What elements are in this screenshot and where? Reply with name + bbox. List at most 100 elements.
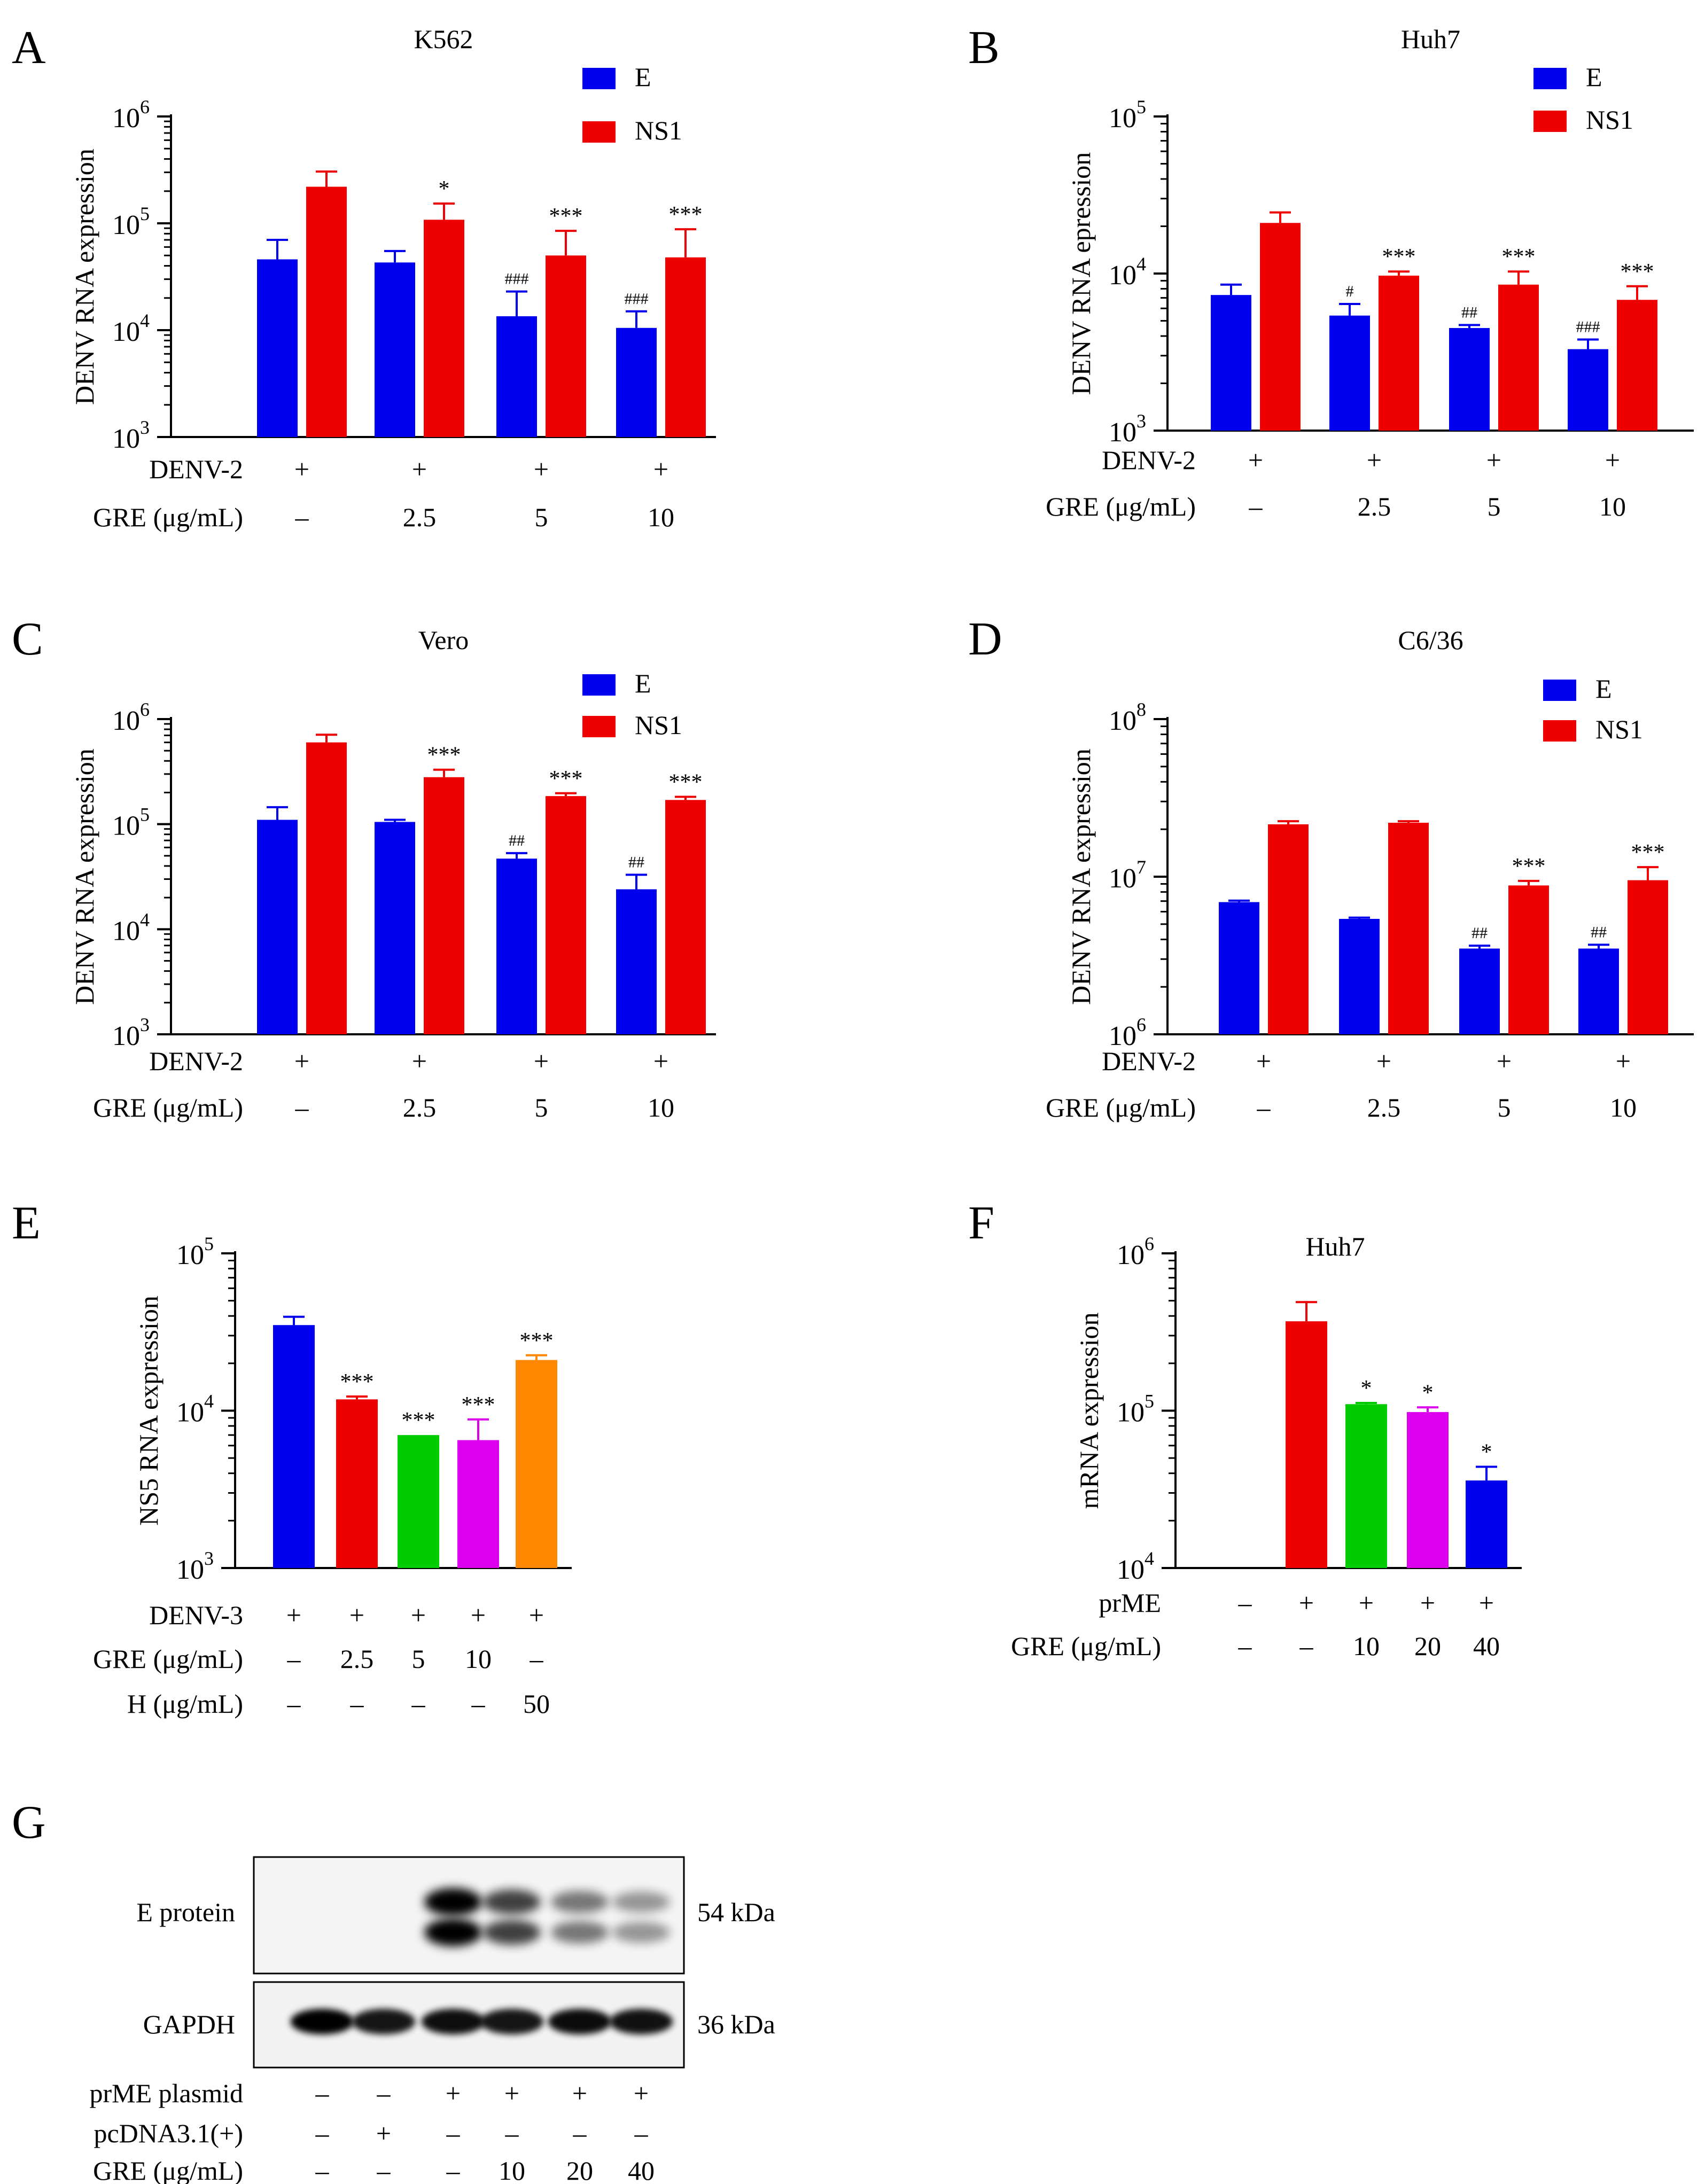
condition-value: 2.5 bbox=[1358, 492, 1391, 521]
condition-value: 2.5 bbox=[403, 502, 437, 532]
condition-value: 2.5 bbox=[340, 1644, 374, 1674]
panel-letter-a: A bbox=[12, 22, 46, 74]
legend-label: NS1 bbox=[1586, 105, 1633, 135]
blot-condition-value: + bbox=[572, 2078, 587, 2108]
blot-condition-value: – bbox=[315, 2078, 330, 2108]
condition-value: 10 bbox=[465, 1644, 492, 1674]
condition-value: + bbox=[286, 1600, 301, 1630]
condition-value: + bbox=[534, 1046, 549, 1076]
condition-value: – bbox=[287, 1644, 301, 1674]
legend-swatch-ns1 bbox=[1533, 111, 1567, 132]
significance-label: *** bbox=[1382, 245, 1416, 269]
bar bbox=[1286, 1321, 1327, 1568]
significance-label: *** bbox=[1631, 840, 1665, 865]
condition-value: 2.5 bbox=[1367, 1093, 1401, 1122]
condition-value: + bbox=[1248, 445, 1263, 475]
blot-condition-label: prME plasmid bbox=[90, 2078, 243, 2108]
blot-condition-value: – bbox=[446, 2118, 461, 2148]
blot-box-e-protein bbox=[253, 1856, 685, 1975]
condition-value: + bbox=[1299, 1588, 1314, 1618]
legend-swatch-ns1 bbox=[582, 121, 616, 143]
bar-e bbox=[375, 822, 415, 1034]
blot-condition-label: pcDNA3.1(+) bbox=[94, 2118, 243, 2148]
condition-value: + bbox=[529, 1600, 544, 1630]
condition-value: + bbox=[1605, 445, 1620, 475]
bar bbox=[1345, 1404, 1387, 1568]
band-e-protein bbox=[424, 1888, 482, 1916]
y-tick-label: 105 bbox=[112, 203, 150, 240]
bar bbox=[336, 1399, 378, 1568]
blot-label-e-protein: E protein bbox=[136, 1897, 235, 1927]
blot-size-e-protein: 54 kDa bbox=[697, 1897, 775, 1927]
significance-label: *** bbox=[549, 204, 583, 229]
band-e-protein bbox=[551, 1921, 609, 1944]
band-gapdh bbox=[290, 2009, 354, 2034]
significance-label: *** bbox=[402, 1408, 435, 1433]
bar-e bbox=[496, 316, 537, 437]
band-gapdh bbox=[548, 2009, 612, 2034]
band-e-protein bbox=[424, 1918, 482, 1946]
bar bbox=[398, 1435, 439, 1568]
blot-condition-label: GRE (μg/mL) bbox=[93, 2156, 243, 2184]
blot-condition-value: + bbox=[376, 2118, 391, 2148]
band-gapdh bbox=[480, 2009, 544, 2034]
condition-value: 40 bbox=[1473, 1631, 1500, 1661]
blot-condition-value: 20 bbox=[566, 2156, 593, 2184]
condition-value: + bbox=[412, 454, 427, 484]
bar-ns1 bbox=[665, 257, 706, 437]
bar-ns1 bbox=[306, 742, 347, 1034]
y-tick-label: 103 bbox=[1109, 410, 1146, 448]
blot-condition-value: – bbox=[634, 2118, 649, 2148]
y-axis-label: NS5 RNA expression bbox=[134, 1296, 164, 1526]
condition-value: + bbox=[1367, 445, 1382, 475]
blot-condition-value: + bbox=[504, 2078, 519, 2108]
bar-e bbox=[616, 327, 657, 437]
bar-e bbox=[375, 262, 415, 437]
panel-letter-g: G bbox=[12, 1797, 46, 1848]
significance-label: * bbox=[1361, 1376, 1372, 1401]
condition-label: H (μg/mL) bbox=[127, 1689, 243, 1719]
band-e-protein bbox=[483, 1889, 541, 1915]
chart-panel-d: 106 107 108 DENV RNA expression C6/36 ## *** ##… bbox=[1046, 625, 1694, 1122]
condition-label: GRE (μg/mL) bbox=[93, 502, 243, 532]
bar bbox=[457, 1440, 499, 1568]
significance-label: *** bbox=[427, 743, 461, 768]
bar bbox=[273, 1325, 315, 1568]
condition-value: 50 bbox=[523, 1689, 550, 1719]
bar-ns1 bbox=[424, 777, 464, 1034]
blot-condition-value: – bbox=[446, 2156, 461, 2184]
band-e-protein bbox=[612, 1922, 670, 1943]
bar bbox=[1407, 1412, 1449, 1568]
significance-label: ## bbox=[509, 832, 525, 849]
condition-value: + bbox=[1497, 1046, 1512, 1076]
y-tick-label: 104 bbox=[112, 909, 150, 946]
legend-label: E bbox=[635, 668, 651, 698]
y-tick-label: 103 bbox=[112, 1014, 150, 1051]
bar-e bbox=[1449, 327, 1490, 431]
significance-label: *** bbox=[462, 1393, 495, 1417]
significance-label: *** bbox=[669, 770, 703, 795]
significance-label: ## bbox=[628, 853, 644, 871]
band-gapdh bbox=[609, 2009, 673, 2034]
chart-panel-f: 104 105 106 mRNA expression Huh7 * * * prME – + + + +… bbox=[1011, 1231, 1522, 1661]
bar-ns1 bbox=[1388, 822, 1429, 1034]
condition-label: GRE (μg/mL) bbox=[93, 1644, 243, 1674]
chart-title: Huh7 bbox=[1305, 1231, 1365, 1261]
band-gapdh bbox=[421, 2009, 485, 2034]
condition-value: 20 bbox=[1414, 1631, 1441, 1661]
legend-swatch-e bbox=[582, 68, 616, 89]
bar-e bbox=[1219, 902, 1259, 1034]
condition-value: 10 bbox=[1610, 1093, 1637, 1122]
bar-ns1 bbox=[1268, 824, 1309, 1034]
condition-value: – bbox=[411, 1689, 426, 1719]
legend-swatch-ns1 bbox=[582, 716, 616, 737]
blot-conditions: prME plasmid – – + + + + pcDNA3.1(+) – + – – – – GRE (… bbox=[90, 2078, 655, 2184]
bar-ns1 bbox=[1379, 275, 1419, 431]
significance-label: ## bbox=[1591, 923, 1607, 941]
chart-title: C6/36 bbox=[1398, 625, 1463, 655]
condition-value: 10 bbox=[1353, 1631, 1380, 1661]
condition-value: + bbox=[1616, 1046, 1631, 1076]
bar-ns1 bbox=[546, 255, 586, 437]
